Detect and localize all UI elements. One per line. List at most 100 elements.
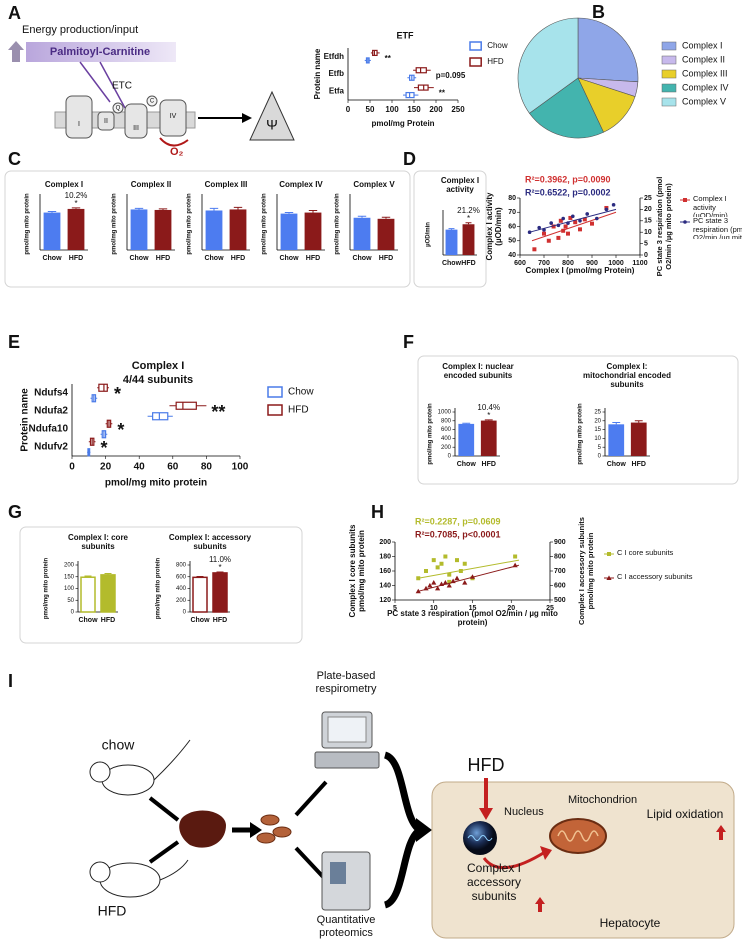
- chart-title-box: Complex I: accessory subunits: [169, 533, 251, 551]
- arrow-head: [250, 822, 262, 838]
- annotation: **: [439, 88, 446, 97]
- data-point: [435, 585, 441, 591]
- y-tick-label: 600: [176, 574, 187, 580]
- panel-label: A: [8, 3, 21, 23]
- data-point: [435, 565, 440, 570]
- bar: [458, 423, 475, 456]
- y2-tick-label: 0: [644, 252, 648, 259]
- bar: [212, 572, 228, 613]
- chart-title: Complex I: [44, 180, 84, 189]
- diet-label: chow: [102, 737, 136, 753]
- annotation: *: [74, 199, 77, 208]
- bar: [462, 224, 475, 255]
- y-tick-label: 100: [64, 586, 75, 592]
- legend-label: HFD: [487, 57, 504, 66]
- y-axis-label: pmol/mg mito protein: [428, 403, 434, 465]
- mouse: [89, 761, 111, 783]
- oxygen-arrow: [159, 137, 189, 147]
- stimulus-label: HFD: [468, 755, 505, 775]
- x-tick-label: HFD: [632, 461, 646, 468]
- y-tick-label: 80: [508, 195, 516, 202]
- carrier: [146, 95, 158, 107]
- data-point: [443, 554, 448, 559]
- y-tick-label: 140: [379, 582, 391, 589]
- legend-label: Complex V: [682, 96, 726, 106]
- mouse-tail: [159, 859, 189, 881]
- data-point: [438, 581, 445, 587]
- y2-tick-label: 600: [554, 582, 566, 589]
- error-bar: [84, 575, 92, 578]
- x-tick-label: 80: [201, 462, 213, 473]
- y-tick-label: 40: [508, 252, 516, 259]
- arrow-head: [242, 113, 252, 123]
- legend-marker: [661, 83, 677, 93]
- data-point: [546, 238, 551, 243]
- x-tick-label: Chow: [78, 617, 98, 624]
- nucleus-label: Nucleus: [504, 806, 544, 818]
- panel-frame: [19, 526, 303, 644]
- etc-label: ETC: [112, 81, 132, 92]
- data-point: [458, 569, 463, 573]
- y-axis-label: Complex I core subunits pmol/mg mito pro…: [348, 524, 367, 618]
- pie-slice: [517, 17, 579, 114]
- x-tick-label: 100: [232, 462, 249, 473]
- data-point: [450, 578, 456, 584]
- y-tick-label: 15: [594, 427, 601, 433]
- legend-label: HFD: [288, 405, 309, 416]
- legend-marker: [607, 552, 611, 556]
- panel-label: I: [8, 671, 13, 691]
- y-axis-label-box: Complex I core subunits pmol/mg mito pro…: [348, 524, 367, 618]
- chart-title-box: Complex II: [131, 180, 171, 189]
- data-point: [427, 582, 433, 588]
- arrow-head: [416, 818, 432, 842]
- pie-slice: [577, 17, 639, 83]
- data-point: [415, 588, 421, 594]
- x-tick-label: 40: [134, 462, 146, 473]
- x-tick-label: Chow: [204, 255, 224, 262]
- annotation: **: [385, 54, 392, 63]
- x-tick-label: HFD: [101, 617, 115, 624]
- arrow-head: [540, 846, 552, 860]
- chart-title-box: Complex I: core subunits: [68, 533, 128, 551]
- x-tick-label: 50: [366, 105, 375, 114]
- chart-title-box: Complex I: nuclear encoded subunits: [442, 362, 514, 381]
- y2-tick-label: 10: [644, 229, 652, 236]
- up-arrow: [8, 41, 24, 62]
- legend-marker: [606, 575, 612, 580]
- bar: [353, 217, 371, 250]
- bar: [43, 212, 61, 250]
- y2-axis-label-group: Complex I accessory subunits pmol/mg mit…: [578, 517, 595, 625]
- data-point: [462, 561, 467, 566]
- y2-tick-label: 500: [554, 597, 566, 604]
- chart-title-box: Complex I activity: [441, 176, 479, 194]
- y-tick-label: 0: [598, 454, 602, 460]
- fit-line: [418, 564, 520, 592]
- label-box: Lipid oxidation: [647, 808, 724, 821]
- diagram-a: Energy production/input Palmitoyl-Carnit…: [8, 24, 295, 158]
- y-axis-label: Complex I activity (µOD/min): [485, 192, 504, 261]
- arrow: [79, 61, 111, 103]
- y-tick-label: 10: [594, 436, 601, 442]
- panel-label: B: [592, 2, 605, 22]
- x-tick-label: 20: [507, 605, 515, 612]
- data-point: [423, 585, 429, 591]
- data-point: [573, 220, 578, 225]
- arrow: [294, 846, 328, 882]
- data-point: [469, 574, 476, 579]
- y-tick-label: 400: [441, 436, 452, 442]
- input-box: [26, 42, 176, 62]
- data-point: [416, 576, 421, 581]
- x-tick-label: HFD: [213, 617, 227, 624]
- cell-label: Hepatocyte: [600, 916, 661, 930]
- hepatocyte: [431, 781, 735, 939]
- annotation: *: [101, 438, 108, 458]
- y-tick-label: 200: [176, 598, 187, 604]
- y2-tick-label: 700: [554, 568, 566, 575]
- y-tick-label: 60: [508, 223, 516, 230]
- y2-tick-label: 900: [554, 539, 566, 546]
- chart-title: Complex I: nuclear encoded subunits: [442, 362, 514, 381]
- data-point: [513, 554, 518, 559]
- data-point: [424, 569, 428, 573]
- panel-label: C: [8, 149, 21, 169]
- x-axis-label: PC state 3 respiration (pmol O2/min / µg…: [387, 609, 558, 628]
